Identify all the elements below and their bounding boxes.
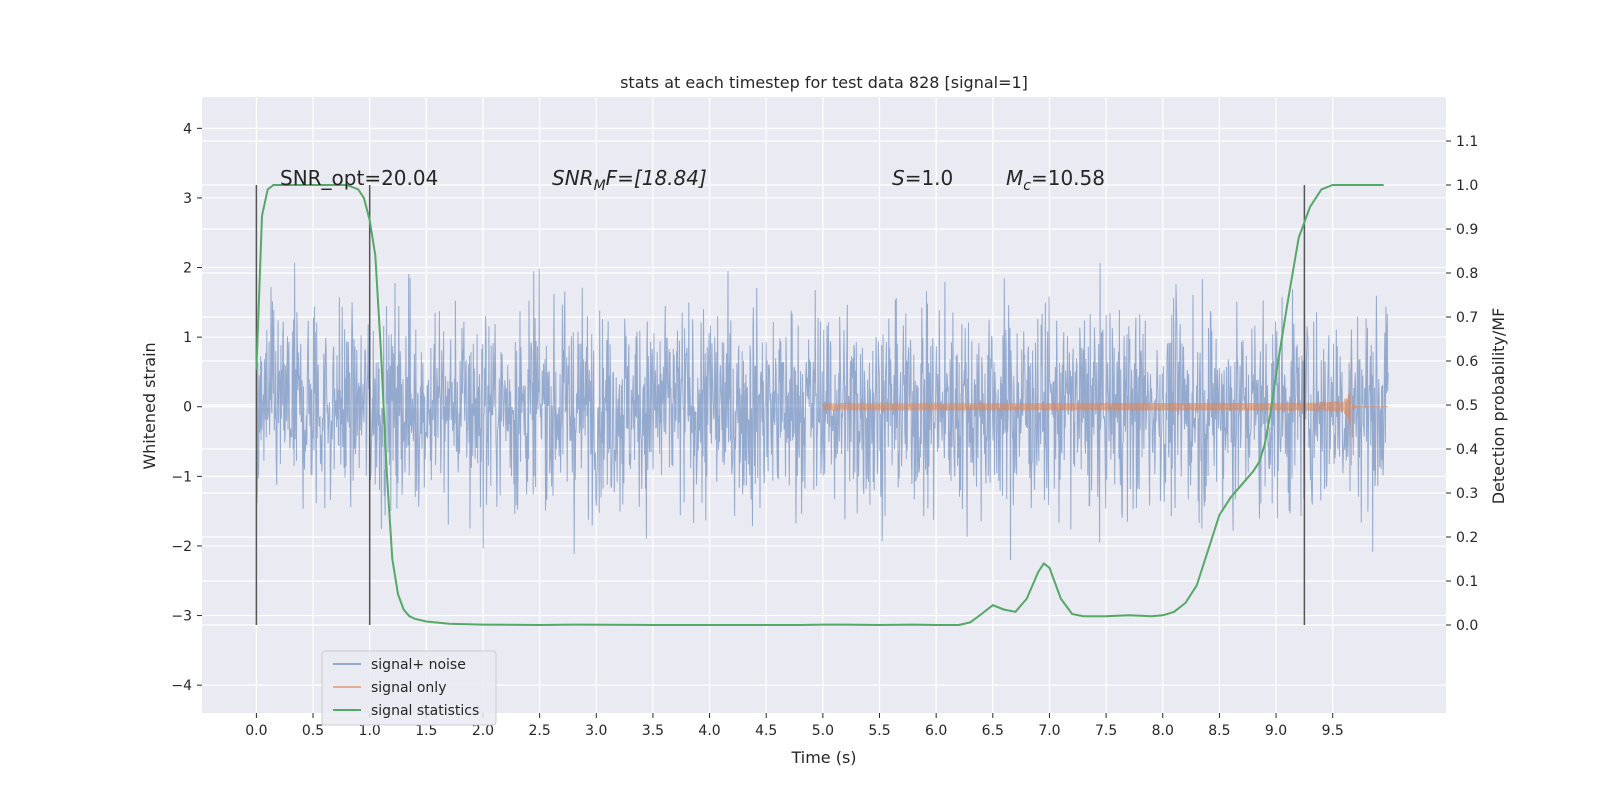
x-tick-label: 6.5	[982, 723, 1004, 739]
y-left-tick-label: −2	[171, 539, 192, 555]
x-axis-label: Time (s)	[790, 748, 856, 767]
x-tick-label: 3.0	[585, 723, 607, 739]
y-right-tick-label: 0.0	[1456, 618, 1478, 634]
y-left-tick-label: −4	[171, 678, 192, 694]
annotation-snr-mf: SNRMF=[18.84]	[552, 166, 707, 194]
y-left-tick-label: 1	[183, 330, 192, 346]
x-tick-label: 4.0	[698, 723, 720, 739]
annotation-mc: Mc=10.58	[1006, 166, 1105, 194]
series-signal-plus-noise	[255, 262, 1389, 561]
y-right-tick-label: 1.1	[1456, 134, 1478, 150]
y-right-tick-label: 0.9	[1456, 222, 1478, 238]
x-tick-label: 4.5	[755, 723, 777, 739]
y-right-tick-label: 0.8	[1456, 266, 1478, 282]
x-tick-label: 0.0	[245, 723, 267, 739]
x-tick-label: 9.0	[1265, 723, 1287, 739]
legend: signal+ noise signal only signal statist…	[321, 650, 497, 726]
legend-label-signal-plus-noise: signal+ noise	[371, 657, 466, 673]
y-left-tick-label: −3	[171, 609, 192, 625]
y-right-axis-label: Detection probability/MF	[1489, 308, 1508, 505]
annotation-snr-opt: SNR_opt=20.04	[280, 166, 438, 190]
x-tick-label: 2.5	[528, 723, 550, 739]
y-right-ticks: 1.1 1.0 0.9 0.8 0.7 0.6 0.5 0.4 0.3 0.2 0.1 0.0	[1446, 134, 1478, 634]
y-left-ticks: 4 3 2 1 0 −1 −2 −3 −4	[171, 121, 202, 694]
x-ticks: 0.0 0.5 1.0 1.5 2.0 2.5 3.0 3.5 4.0 4.5 5.0 5.5 6.0 6…	[245, 713, 1344, 739]
y-right-tick-label: 0.1	[1456, 574, 1478, 590]
signal-trace	[822, 358, 1389, 466]
y-right-tick-label: 0.7	[1456, 310, 1478, 326]
x-tick-label: 3.5	[642, 723, 664, 739]
x-tick-label: 5.0	[812, 723, 834, 739]
y-left-tick-label: 2	[183, 261, 192, 277]
y-left-tick-label: 4	[183, 121, 192, 137]
y-right-tick-label: 0.6	[1456, 354, 1478, 370]
x-tick-label: 6.0	[925, 723, 947, 739]
y-left-axis-label: Whitened strain	[140, 342, 159, 469]
x-tick-label: 5.5	[868, 723, 890, 739]
annotation-s: S=1.0	[892, 166, 953, 190]
x-tick-label: 7.5	[1095, 723, 1117, 739]
y-left-tick-label: 3	[183, 191, 192, 207]
y-right-tick-label: 0.4	[1456, 442, 1478, 458]
x-tick-label: 9.5	[1322, 723, 1344, 739]
statistics-line	[255, 184, 1384, 627]
x-tick-label: 1.5	[415, 723, 437, 739]
y-right-tick-label: 0.5	[1456, 398, 1478, 414]
legend-label-signal-only: signal only	[371, 680, 446, 696]
x-tick-label: 7.0	[1038, 723, 1060, 739]
x-tick-label: 8.0	[1152, 723, 1174, 739]
x-tick-label: 8.5	[1208, 723, 1230, 739]
x-tick-label: 0.5	[302, 723, 324, 739]
vertical-markers	[255, 185, 1306, 625]
x-tick-label: 1.0	[359, 723, 381, 739]
legend-box	[321, 650, 497, 726]
x-tick-label: 2.0	[472, 723, 494, 739]
chart-title: stats at each timestep for test data 828…	[620, 73, 1028, 92]
series-signal-statistics	[255, 184, 1384, 627]
y-left-tick-label: 0	[183, 400, 192, 416]
y-right-tick-label: 1.0	[1456, 178, 1478, 194]
y-right-tick-label: 0.2	[1456, 530, 1478, 546]
strain-trace	[255, 262, 1389, 561]
y-right-tick-label: 0.3	[1456, 486, 1478, 502]
legend-label-signal-statistics: signal statistics	[371, 703, 479, 719]
series-signal-only	[822, 358, 1389, 466]
y-left-tick-label: −1	[171, 469, 192, 485]
